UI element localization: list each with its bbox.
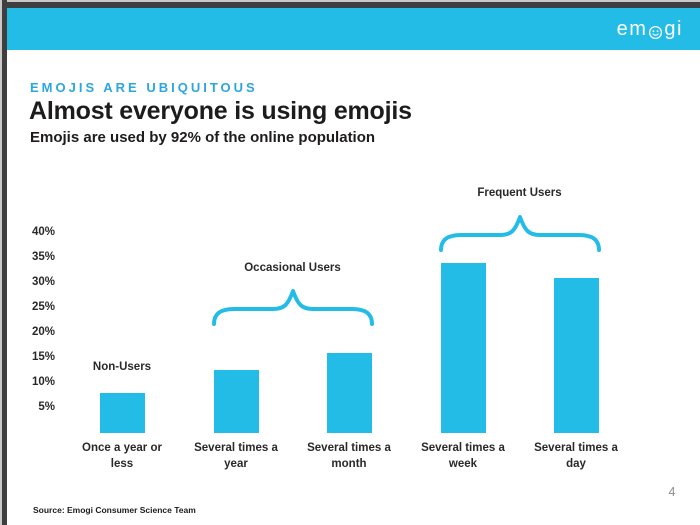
bar-0 bbox=[99, 392, 145, 433]
bar-3 bbox=[440, 262, 486, 433]
source-note: Source: Emogi Consumer Science Team bbox=[33, 505, 196, 515]
window-frame-left bbox=[0, 0, 7, 525]
annotation-label: Non-Users bbox=[92, 361, 152, 373]
logo-text-pre: em bbox=[616, 17, 648, 40]
x-axis-label: Once a year or less bbox=[82, 442, 162, 470]
annotation-label: Frequent Users bbox=[477, 187, 562, 199]
slide-title: Almost everyone is using emojis bbox=[29, 97, 412, 125]
header-band: em gi bbox=[7, 8, 700, 50]
slide-subtitle: Emojis are used by 92% of the online pop… bbox=[30, 129, 376, 146]
window-frame-top-highlight bbox=[0, 0, 700, 2]
y-tick-label: 20% bbox=[31, 325, 55, 338]
x-axis-label: Several times a day bbox=[534, 442, 618, 470]
brace-icon bbox=[211, 288, 374, 326]
x-axis-label: Several times a month bbox=[307, 442, 391, 470]
y-tick-label: 40% bbox=[31, 225, 55, 238]
x-axis-label: Several times a year bbox=[194, 442, 278, 470]
window-frame-top bbox=[0, 2, 700, 8]
slide-eyebrow: EMOJIS ARE UBIQUITOUS bbox=[30, 80, 258, 95]
page-number: 4 bbox=[668, 485, 676, 499]
x-axis-label: Several times a week bbox=[421, 442, 505, 470]
y-tick-label: 10% bbox=[31, 375, 55, 388]
brace-icon bbox=[438, 214, 601, 252]
smiley-o-icon bbox=[648, 23, 663, 39]
bar-4 bbox=[553, 277, 599, 433]
y-tick-label: 15% bbox=[31, 350, 55, 363]
emogi-logo: em gi bbox=[617, 18, 683, 41]
y-tick-label: 5% bbox=[38, 400, 55, 413]
annotation-label: Occasional Users bbox=[244, 262, 341, 274]
bar-1 bbox=[213, 370, 259, 433]
y-tick-label: 25% bbox=[31, 300, 55, 313]
bar-2 bbox=[326, 352, 372, 433]
logo-text-post: gi bbox=[664, 17, 683, 40]
y-tick-label: 35% bbox=[31, 250, 55, 263]
y-tick-label: 30% bbox=[31, 275, 55, 288]
